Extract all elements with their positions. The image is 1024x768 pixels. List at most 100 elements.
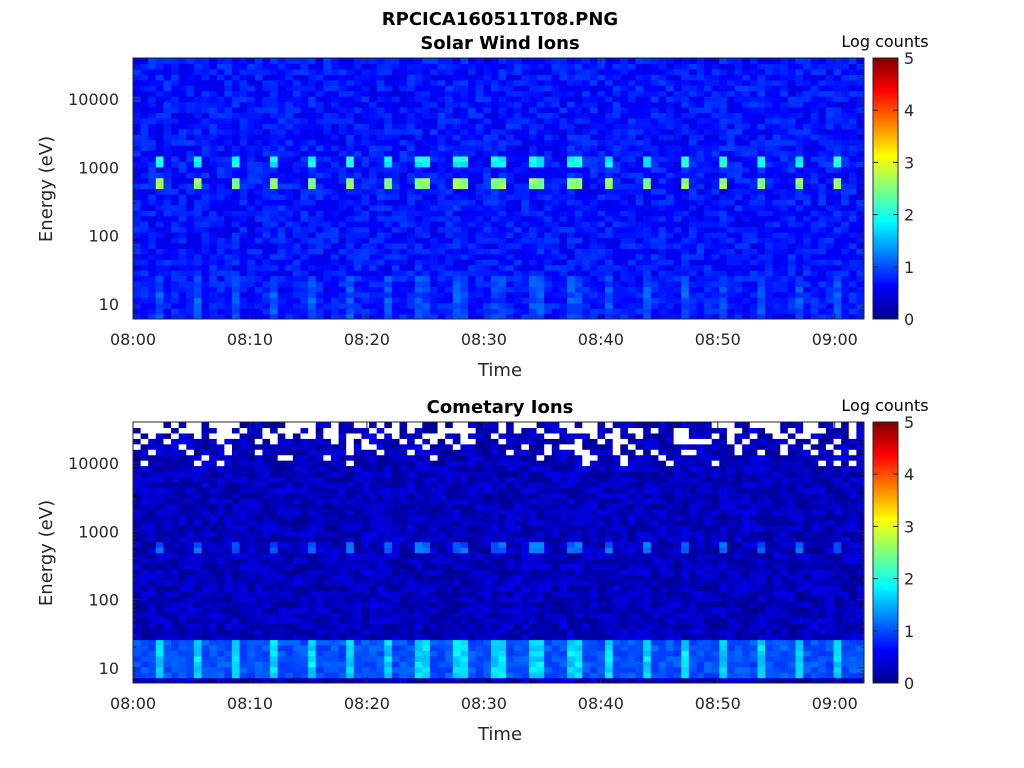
heatmap-cell xyxy=(277,123,286,130)
heatmap-cell xyxy=(460,183,469,190)
heatmap-cell xyxy=(650,280,659,287)
heatmap-cell xyxy=(841,112,850,119)
heatmap-cell xyxy=(429,302,439,309)
heatmap-cell xyxy=(155,221,165,228)
heatmap-cell xyxy=(711,291,720,298)
heatmap-cell xyxy=(437,188,446,195)
heatmap-cell xyxy=(193,150,203,157)
heatmap-cell xyxy=(330,96,340,103)
heatmap-cell xyxy=(422,291,431,298)
heatmap-cell xyxy=(666,297,675,304)
heatmap-cell xyxy=(711,297,720,304)
heatmap-cell xyxy=(772,264,781,271)
heatmap-cell xyxy=(277,74,286,81)
heatmap-cometary xyxy=(133,422,864,683)
heatmap-cell xyxy=(384,128,393,135)
heatmap-cell xyxy=(627,85,637,92)
heatmap-cell xyxy=(719,112,728,119)
heatmap-cell xyxy=(270,204,279,211)
heatmap-cell xyxy=(544,150,553,157)
heatmap-cell xyxy=(437,155,446,162)
heatmap-cell xyxy=(171,193,180,200)
heatmap-cell xyxy=(681,117,690,124)
heatmap-cell xyxy=(171,601,180,608)
heatmap-cell xyxy=(193,313,203,319)
heatmap-cell xyxy=(841,210,850,217)
heatmap-cell xyxy=(490,199,500,206)
heatmap-cell xyxy=(239,90,248,97)
heatmap-cell xyxy=(353,79,363,86)
heatmap-cell xyxy=(627,172,637,179)
heatmap-cell xyxy=(818,74,827,81)
heatmap-cell xyxy=(140,644,149,651)
heatmap-cell xyxy=(475,270,484,277)
heatmap-cell xyxy=(323,85,332,92)
heatmap-cell xyxy=(429,150,439,157)
heatmap-cell xyxy=(704,193,713,200)
heatmap-cell xyxy=(803,79,812,86)
heatmap-cell xyxy=(696,188,705,195)
heatmap-cell xyxy=(643,150,652,157)
heatmap-cell xyxy=(620,74,629,81)
heatmap-cell xyxy=(148,101,157,108)
heatmap-cell xyxy=(643,166,652,173)
heatmap-cell xyxy=(666,79,675,86)
heatmap-cell xyxy=(384,270,393,277)
heatmap-cell xyxy=(605,204,614,211)
heatmap-cell xyxy=(361,63,370,70)
heatmap-cell xyxy=(848,264,857,271)
heatmap-cell xyxy=(650,259,659,266)
heatmap-cell xyxy=(612,128,621,135)
heatmap-cell xyxy=(818,264,827,271)
heatmap-cell xyxy=(452,199,462,206)
heatmap-cell xyxy=(292,123,302,130)
heatmap-cell xyxy=(780,58,789,65)
heatmap-cell xyxy=(376,280,385,287)
heatmap-cell xyxy=(171,313,180,319)
heatmap-cell xyxy=(133,552,142,559)
heatmap-cell xyxy=(155,253,165,260)
heatmap-cell xyxy=(567,226,576,233)
heatmap-cell xyxy=(597,172,606,179)
heatmap-cell xyxy=(193,177,203,184)
heatmap-cell xyxy=(361,101,370,108)
heatmap-cell xyxy=(688,253,698,260)
heatmap-cell xyxy=(757,242,766,249)
heatmap-cell xyxy=(468,221,477,228)
heatmap-cell xyxy=(841,90,850,97)
heatmap-cell xyxy=(696,101,705,108)
heatmap-cell xyxy=(231,112,241,119)
heatmap-cell xyxy=(841,308,850,315)
heatmap-cell xyxy=(536,166,545,173)
heatmap-cell xyxy=(369,253,378,260)
heatmap-cell xyxy=(323,215,332,222)
heatmap-cell xyxy=(384,237,393,244)
heatmap-cell xyxy=(308,232,317,239)
heatmap-cell xyxy=(338,259,347,266)
heatmap-cell xyxy=(711,286,720,293)
heatmap-cell xyxy=(681,253,690,260)
heatmap-cell xyxy=(429,155,439,162)
heatmap-cell xyxy=(247,155,256,162)
heatmap-cell xyxy=(483,264,492,271)
heatmap-cell xyxy=(361,286,370,293)
heatmap-cell xyxy=(262,297,271,304)
heatmap-cell xyxy=(171,161,180,168)
heatmap-cell xyxy=(140,308,149,315)
heatmap-cell xyxy=(460,150,469,157)
heatmap-cell xyxy=(498,242,507,249)
heatmap-cell xyxy=(787,313,797,319)
heatmap-cell xyxy=(163,568,172,575)
heatmap-cell xyxy=(460,128,469,135)
heatmap-cell xyxy=(605,188,614,195)
heatmap-cell xyxy=(239,145,248,152)
heatmap-cell xyxy=(765,259,774,266)
heatmap-cell xyxy=(163,248,172,255)
heatmap-cell xyxy=(749,237,758,244)
heatmap-cell xyxy=(209,74,218,81)
heatmap-cell xyxy=(795,112,804,119)
heatmap-cell xyxy=(574,232,583,239)
heatmap-cell xyxy=(521,264,530,271)
heatmap-cell xyxy=(148,536,157,543)
heatmap-cell xyxy=(171,644,180,651)
